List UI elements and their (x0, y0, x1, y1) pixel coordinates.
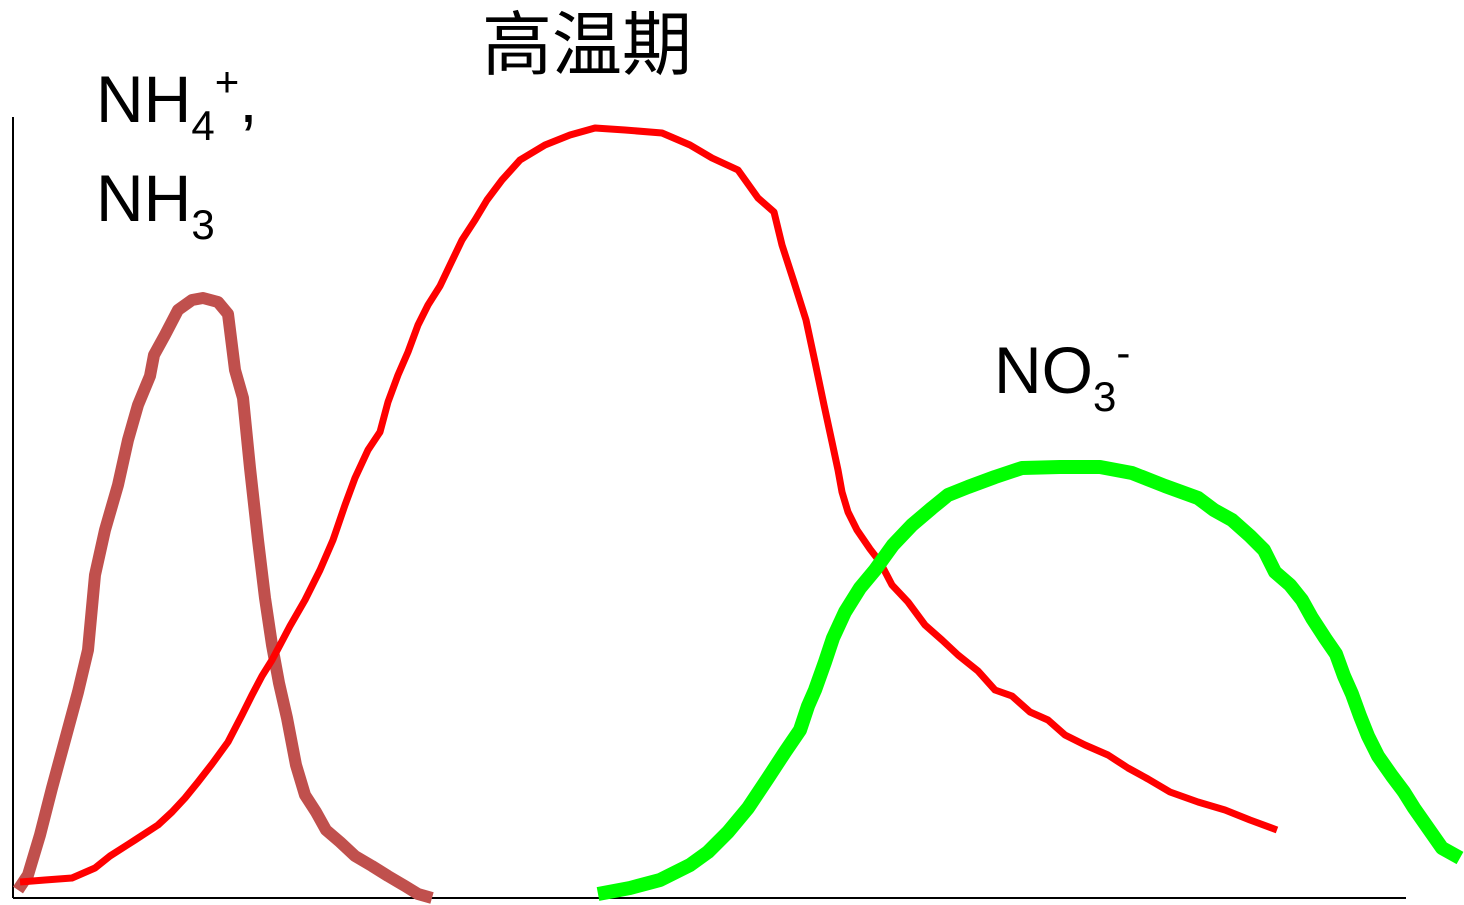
temperature-curve (19, 124, 1279, 886)
ammonium-comma: , (239, 62, 258, 136)
nitrate-charge: - (1116, 328, 1131, 376)
title-text: 高温期 (482, 4, 692, 86)
ammonium-subscript: 4 (191, 101, 215, 149)
ammonium-formula-base: NH (96, 62, 192, 136)
ammonium-charge: + (214, 57, 240, 105)
ammonium-label: NH4+, (96, 60, 258, 146)
ammonium-curve (13, 292, 434, 904)
ammonia-formula-base: NH (96, 161, 192, 235)
ammonia-label: NH3 (96, 165, 215, 245)
ammonia-subscript: 3 (191, 200, 215, 248)
nitrate-formula-base: NO (994, 333, 1093, 407)
nitrate-curve (596, 460, 1464, 901)
nitrate-label: NO3- (994, 331, 1130, 417)
title-label: 高温期 (482, 10, 692, 80)
nitrate-subscript: 3 (1093, 372, 1117, 420)
